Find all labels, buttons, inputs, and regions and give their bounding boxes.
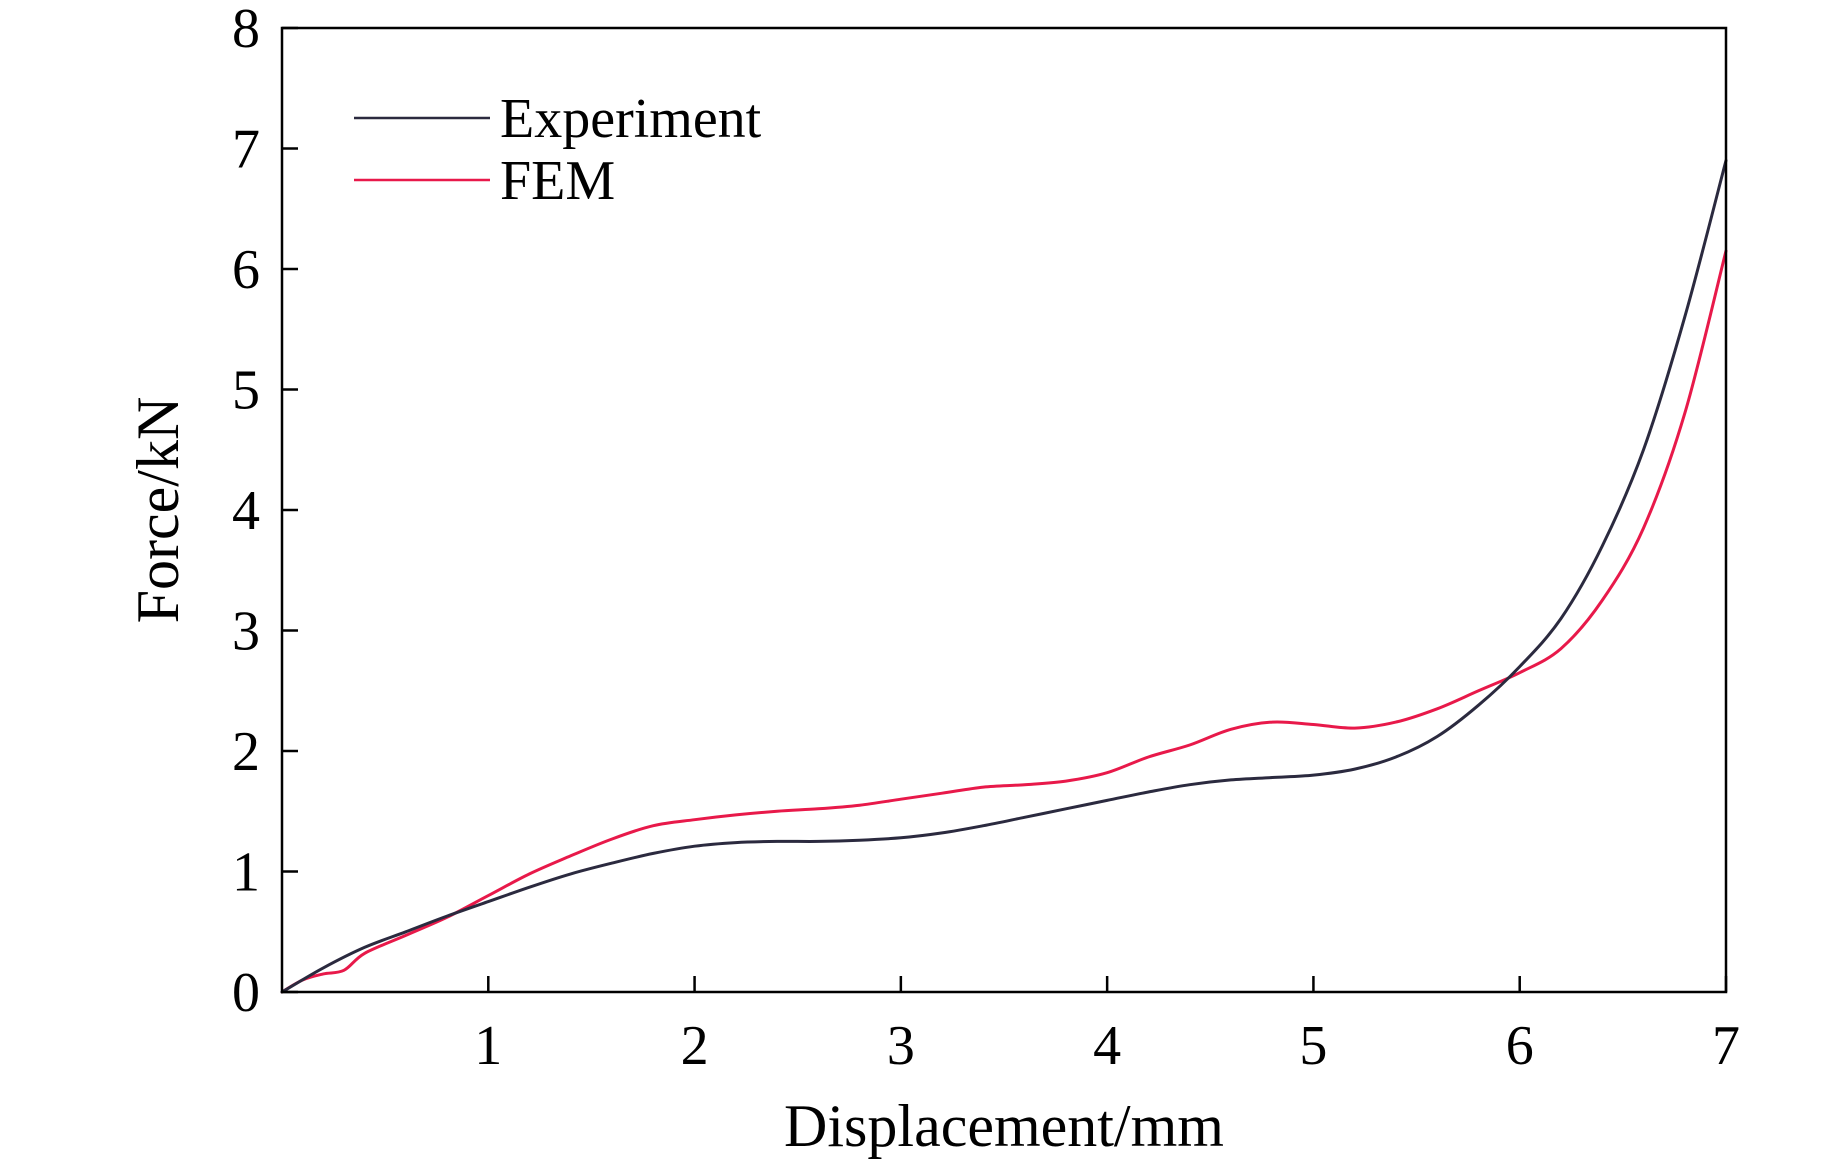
series-lines: [280, 159, 1728, 994]
y-tick-label: 4: [232, 480, 260, 542]
y-tick-label: 2: [232, 721, 260, 783]
y-tick-label: 0: [232, 962, 260, 1024]
legend: Experiment FEM: [354, 88, 762, 212]
x-tick-label: 4: [1093, 1015, 1121, 1077]
x-tick-label: 7: [1712, 1015, 1740, 1077]
y-tick-label: 8: [232, 0, 260, 60]
x-tick-label: 2: [681, 1015, 709, 1077]
y-tick-label: 7: [232, 119, 260, 181]
legend-label-fem: FEM: [500, 150, 615, 212]
x-axis-label: Displacement/mm: [784, 1093, 1224, 1159]
y-tick-label: 3: [232, 601, 260, 663]
legend-label-experiment: Experiment: [500, 88, 762, 150]
y-tick-label: 1: [232, 842, 260, 904]
series-line-fem: [280, 249, 1728, 994]
x-tick-label: 3: [887, 1015, 915, 1077]
series-line-experiment: [280, 159, 1728, 994]
x-tick-label: 5: [1299, 1015, 1327, 1077]
axis-ticks: [282, 26, 1728, 994]
y-tick-label: 5: [232, 360, 260, 422]
x-tick-label: 6: [1506, 1015, 1534, 1077]
tick-labels: 1 2 3 4 5 6 7 0 1 2 3 4 5 6 7 8: [232, 0, 1740, 1077]
x-tick-label: 1: [474, 1015, 502, 1077]
plot-frame: [280, 26, 1728, 994]
y-axis-label: Force/kN: [125, 397, 191, 624]
y-tick-label: 6: [232, 239, 260, 301]
